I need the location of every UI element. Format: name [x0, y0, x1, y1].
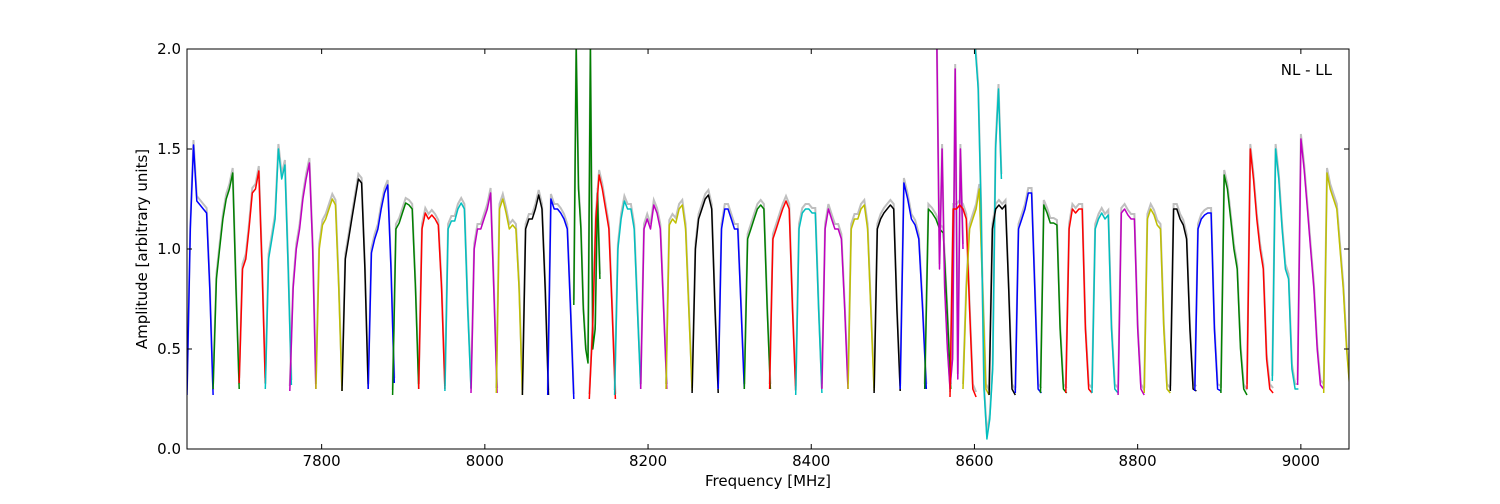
series-segment-42 [1194, 212, 1222, 392]
x-tick-label: 8600 [955, 452, 993, 470]
series-segment-8 [391, 202, 420, 396]
x-tick-label: 8800 [1119, 452, 1157, 470]
series-segment-13 [521, 194, 550, 396]
y-tick-label: 1.5 [157, 140, 181, 158]
series-segment-37 [1065, 208, 1093, 394]
series-segment-47 [1322, 172, 1349, 394]
series-segment-7 [367, 184, 396, 390]
series-layer [187, 49, 1349, 440]
series-segment-15 [573, 49, 601, 364]
x-axis-ticks: 7800 8000 8200 8400 8600 8800 9000 [303, 49, 1320, 470]
series-segment-12 [495, 198, 524, 396]
x-tick-label: 9000 [1282, 452, 1320, 470]
x-tick-label: 7800 [303, 452, 341, 470]
series-segment-21 [717, 208, 746, 390]
series-segment-26 [847, 204, 875, 392]
y-axis-ticks: 0.0 0.5 1.0 1.5 2.0 [157, 40, 1349, 458]
series-segment-28 [899, 182, 928, 390]
series-segment-20 [691, 194, 719, 394]
series-segment-29 [923, 208, 952, 390]
series-segment-25 [821, 208, 849, 390]
series-segment-39 [1117, 208, 1145, 396]
series-segment-36 [1039, 204, 1068, 394]
reference-trace-segment [1039, 199, 1068, 389]
series-segment-5 [315, 198, 343, 392]
series-segment-38 [1091, 212, 1119, 394]
reference-trace-segment [1219, 169, 1248, 391]
series-segment-2 [238, 170, 267, 384]
series-segment-24 [794, 208, 823, 396]
series-segment-32 [962, 188, 990, 396]
series-segment-0 [187, 144, 214, 396]
reference-trace-layer [187, 49, 1349, 435]
series-segment-40 [1143, 208, 1171, 394]
y-axis-label: Amplitude [arbitrary units] [133, 149, 151, 349]
series-segment-6 [341, 178, 369, 392]
x-axis-label: Frequency [MHz] [705, 472, 831, 490]
series-segment-16 [588, 174, 617, 400]
reference-trace-segment [1322, 167, 1349, 389]
series-segment-43 [1220, 174, 1248, 396]
series-segment-9 [417, 212, 446, 390]
reference-trace-segment [1246, 143, 1274, 389]
series-segment-4 [289, 162, 317, 392]
series-segment-23 [768, 200, 797, 392]
series-segment-46 [1296, 138, 1325, 390]
series-segment-44 [1246, 148, 1274, 394]
series-segment-19 [665, 204, 693, 392]
y-tick-label: 0.0 [157, 440, 181, 458]
series-segment-17 [613, 200, 642, 396]
series-segment-22 [743, 204, 772, 390]
y-tick-label: 2.0 [157, 40, 181, 58]
series-segment-33 [974, 49, 1003, 440]
series-segment-34 [988, 204, 1016, 396]
series-segment-10 [444, 202, 472, 392]
series-segment-1 [212, 172, 240, 390]
reference-trace-segment [1091, 205, 1119, 389]
reference-trace-segment [1193, 207, 1222, 387]
reference-trace-segment [1143, 201, 1172, 389]
reference-trace-segment [341, 171, 370, 387]
series-segment-14 [546, 198, 575, 400]
y-tick-label: 0.5 [157, 340, 181, 358]
x-tick-label: 8000 [466, 452, 504, 470]
series-segment-18 [639, 204, 668, 390]
series-segment-45 [1271, 148, 1299, 390]
series-segment-27 [873, 204, 901, 394]
series-segment-35 [1014, 192, 1042, 394]
series-segment-31 [949, 204, 977, 398]
reference-trace-segment [1296, 133, 1325, 385]
series-segment-41 [1169, 208, 1197, 392]
series-segment-11 [470, 192, 498, 394]
reference-trace-segment [1117, 202, 1146, 391]
series-segment-3 [264, 148, 293, 390]
x-tick-label: 8400 [792, 452, 830, 470]
x-tick-label: 8200 [629, 452, 667, 470]
plot-frame [186, 48, 1350, 450]
annotation-label: NL - LL [1281, 61, 1333, 79]
y-tick-label: 1.0 [157, 240, 181, 258]
reference-trace-segment [1169, 203, 1197, 387]
